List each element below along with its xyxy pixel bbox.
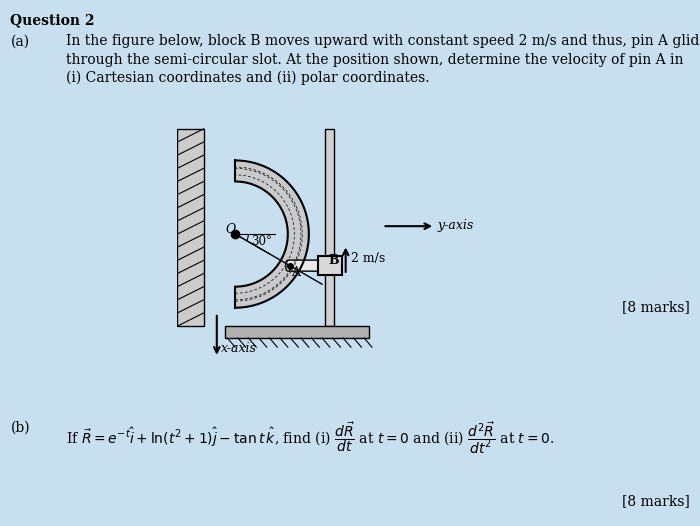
Text: 2 m/s: 2 m/s [351,251,385,265]
Text: (b): (b) [10,421,30,435]
Bar [318,256,342,276]
Text: x-axis: x-axis [220,342,257,356]
Text: through the semi-circular slot. At the position shown, determine the velocity of: through the semi-circular slot. At the p… [66,53,684,67]
Polygon shape [235,160,309,308]
Text: 30°: 30° [251,235,272,248]
Text: Question 2: Question 2 [10,13,95,27]
Text: (a): (a) [10,34,29,48]
FancyBboxPatch shape [286,260,325,271]
Text: [8 marks]: [8 marks] [622,300,690,314]
Text: y-axis: y-axis [438,219,474,232]
Text: [8 marks]: [8 marks] [622,494,690,509]
Bar [177,129,204,326]
Text: A: A [291,266,300,279]
Text: (i) Cartesian coordinates and (ii) polar coordinates.: (i) Cartesian coordinates and (ii) polar… [66,71,430,85]
Bar [225,326,370,338]
Bar [326,129,335,326]
Text: O: O [226,222,237,236]
Text: B: B [328,254,339,267]
Text: In the figure below, block B moves upward with constant speed 2 m/s and thus, pi: In the figure below, block B moves upwar… [66,34,700,48]
Text: If $\vec{R}=e^{-t}\hat{i}+\ln(t^2+1)\hat{j}-\tan t\,\hat{k}$, find (i) $\dfrac{d: If $\vec{R}=e^{-t}\hat{i}+\ln(t^2+1)\hat… [66,421,555,457]
